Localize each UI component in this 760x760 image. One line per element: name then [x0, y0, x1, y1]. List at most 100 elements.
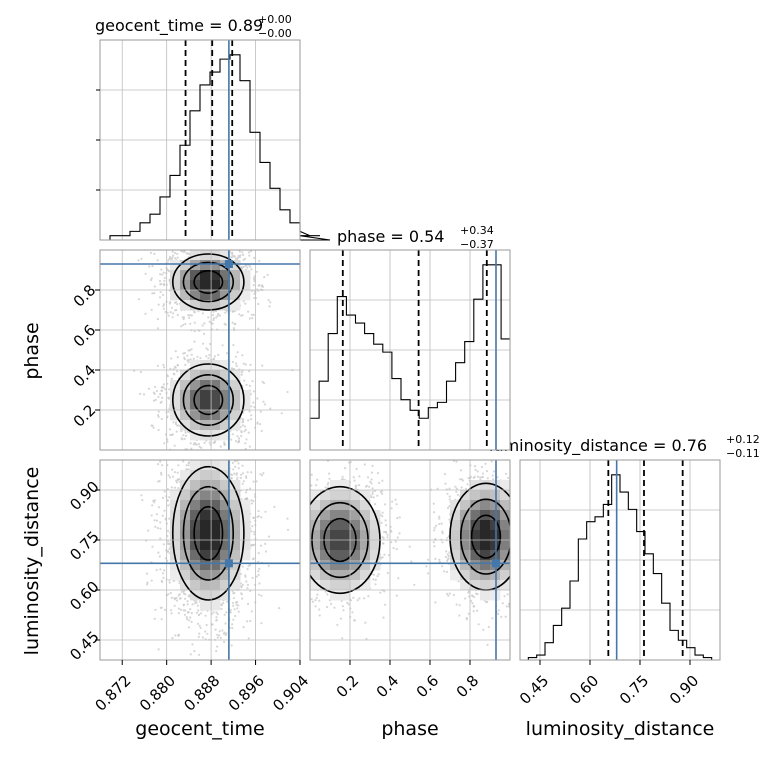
joint-geocent-time-vs-luminosity-distance-point	[189, 653, 192, 656]
joint-geocent-time-vs-luminosity-distance-cell	[200, 480, 211, 491]
joint-geocent-time-vs-phase-point	[238, 313, 241, 316]
joint-geocent-time-vs-luminosity-distance-point	[204, 614, 207, 617]
joint-geocent-time-vs-phase-point	[140, 257, 143, 260]
joint-geocent-time-vs-phase-point	[159, 273, 162, 276]
joint-geocent-time-vs-phase-point	[248, 445, 251, 448]
joint-geocent-time-vs-luminosity-distance-point	[159, 471, 163, 474]
joint-geocent-time-vs-luminosity-distance-point	[170, 609, 173, 612]
joint-geocent-time-vs-phase-point	[201, 324, 204, 327]
joint-geocent-time-vs-phase-point	[240, 266, 243, 269]
joint-geocent-time-vs-phase-point	[193, 330, 196, 333]
joint-geocent-time-vs-phase-point	[244, 442, 247, 445]
joint-geocent-time-vs-phase-point	[172, 254, 175, 257]
joint-geocent-time-vs-luminosity-distance-point	[231, 589, 234, 593]
joint-geocent-time-vs-phase-cell	[170, 290, 181, 301]
joint-geocent-time-vs-luminosity-distance-point	[193, 650, 196, 653]
joint-geocent-time-vs-luminosity-distance-point	[167, 504, 170, 507]
joint-geocent-time-vs-luminosity-distance-cell	[190, 560, 201, 571]
joint-geocent-time-vs-phase-point	[224, 311, 227, 314]
joint-geocent-time-vs-luminosity-distance-cell	[220, 530, 231, 541]
joint-geocent-time-vs-luminosity-distance-point	[204, 630, 207, 633]
joint-geocent-time-vs-phase-point	[154, 385, 157, 388]
joint-phase-vs-luminosity-distance-point	[452, 593, 455, 597]
joint-geocent-time-vs-phase-point	[253, 406, 256, 409]
joint-geocent-time-vs-phase-point	[184, 431, 187, 434]
joint-phase-vs-luminosity-distance-point	[372, 573, 376, 576]
joint-geocent-time-vs-luminosity-distance-point	[223, 613, 226, 616]
joint-geocent-time-vs-luminosity-distance-point	[188, 595, 191, 598]
joint-geocent-time-vs-luminosity-distance-point	[205, 623, 208, 627]
joint-geocent-time-vs-luminosity-distance-point	[182, 460, 185, 463]
joint-geocent-time-vs-phase-point	[153, 292, 156, 295]
joint-geocent-time-vs-luminosity-distance-point	[182, 609, 185, 612]
joint-geocent-time-vs-phase-point	[240, 373, 243, 376]
hist-geocent-time-bin-6	[160, 197, 170, 240]
joint-geocent-time-vs-phase-contour-0-2	[193, 269, 224, 294]
joint-geocent-time-vs-luminosity-distance-cell	[170, 570, 181, 581]
joint-geocent-time-vs-phase-cell	[220, 360, 231, 371]
joint-geocent-time-vs-luminosity-distance-point	[224, 633, 227, 637]
joint-geocent-time-vs-luminosity-distance-point	[182, 592, 186, 595]
joint-geocent-time-vs-phase-point	[250, 414, 253, 417]
joint-geocent-time-vs-luminosity-distance-point	[246, 587, 249, 590]
joint-geocent-time-vs-luminosity-distance-cell	[200, 520, 211, 531]
joint-geocent-time-vs-phase-point	[244, 302, 247, 305]
joint-geocent-time-vs-luminosity-distance-cell	[220, 590, 231, 601]
joint-geocent-time-vs-luminosity-distance-point	[183, 597, 187, 600]
joint-phase-vs-luminosity-distance-point	[383, 553, 386, 556]
joint-geocent-time-vs-luminosity-distance-point	[186, 603, 189, 606]
joint-geocent-time-vs-luminosity-distance-point	[153, 499, 156, 502]
joint-geocent-time-vs-phase-cell	[210, 410, 221, 421]
joint-geocent-time-vs-luminosity-distance-cell	[170, 510, 181, 521]
joint-geocent-time-vs-phase-point	[257, 302, 260, 306]
joint-geocent-time-vs-luminosity-distance-point	[250, 499, 253, 502]
joint-geocent-time-vs-luminosity-distance-point	[252, 499, 255, 503]
joint-geocent-time-vs-phase-point	[188, 314, 192, 317]
joint-geocent-time-vs-luminosity-distance-point	[250, 610, 253, 613]
joint-geocent-time-vs-phase-point	[205, 355, 208, 358]
joint-geocent-time-vs-luminosity-distance-point	[246, 620, 249, 623]
joint-geocent-time-vs-phase-point	[269, 407, 272, 410]
joint-geocent-time-vs-phase-cell	[190, 410, 201, 421]
joint-phase-vs-luminosity-distance-point	[445, 550, 448, 553]
joint-geocent-time-vs-phase-point	[190, 447, 193, 450]
joint-geocent-time-vs-phase-point	[250, 313, 253, 316]
joint-geocent-time-vs-phase-point	[180, 325, 183, 328]
joint-geocent-time-vs-phase-point	[176, 363, 179, 367]
joint-geocent-time-vs-luminosity-distance-point	[260, 594, 263, 597]
joint-geocent-time-vs-luminosity-distance-point	[159, 537, 162, 540]
title-phase-plus: +0.34	[460, 224, 494, 237]
joint-geocent-time-vs-luminosity-distance-cell	[230, 520, 241, 531]
joint-geocent-time-vs-phase-point	[208, 441, 211, 444]
joint-geocent-time-vs-phase-point	[144, 312, 147, 315]
joint-geocent-time-vs-luminosity-distance-point	[262, 472, 265, 475]
joint-geocent-time-vs-luminosity-distance-point	[250, 530, 253, 533]
joint-geocent-time-vs-luminosity-distance-point	[286, 517, 289, 520]
hist-geocent-time	[99, 39, 331, 241]
joint-geocent-time-vs-phase-point	[231, 433, 234, 436]
hist-luminosity-distance	[519, 459, 721, 661]
joint-geocent-time-vs-luminosity-distance-point	[257, 510, 260, 513]
joint-geocent-time-vs-luminosity-distance-point	[171, 468, 174, 471]
joint-geocent-time-vs-phase-cell	[180, 410, 191, 421]
joint-geocent-time-vs-luminosity-distance-point	[232, 592, 235, 595]
joint-geocent-time-vs-luminosity-distance-point	[257, 573, 260, 577]
joint-geocent-time-vs-luminosity-distance-point	[216, 645, 219, 648]
joint-geocent-time-vs-luminosity-distance-point	[197, 635, 200, 639]
joint-geocent-time-vs-phase-cell	[230, 410, 241, 421]
joint-geocent-time-vs-phase-cell	[200, 400, 211, 411]
joint-geocent-time-vs-phase-point	[247, 310, 250, 313]
joint-geocent-time-vs-phase-cell	[190, 430, 201, 441]
joint-geocent-time-vs-phase-point	[203, 332, 206, 335]
joint-geocent-time-vs-phase-cell	[230, 260, 241, 271]
joint-geocent-time-vs-luminosity-distance-point	[240, 498, 243, 501]
joint-geocent-time-vs-phase-point	[242, 265, 245, 269]
joint-geocent-time-vs-phase-point	[183, 250, 186, 253]
joint-geocent-time-vs-phase-point	[185, 252, 188, 255]
joint-geocent-time-vs-phase-cell	[220, 400, 231, 411]
joint-geocent-time-vs-luminosity-distance-point	[233, 472, 236, 475]
joint-geocent-time-vs-luminosity-distance-cell	[200, 590, 211, 601]
joint-geocent-time-vs-phase-cell	[200, 250, 211, 261]
joint-geocent-time-vs-luminosity-distance-point	[286, 528, 290, 531]
